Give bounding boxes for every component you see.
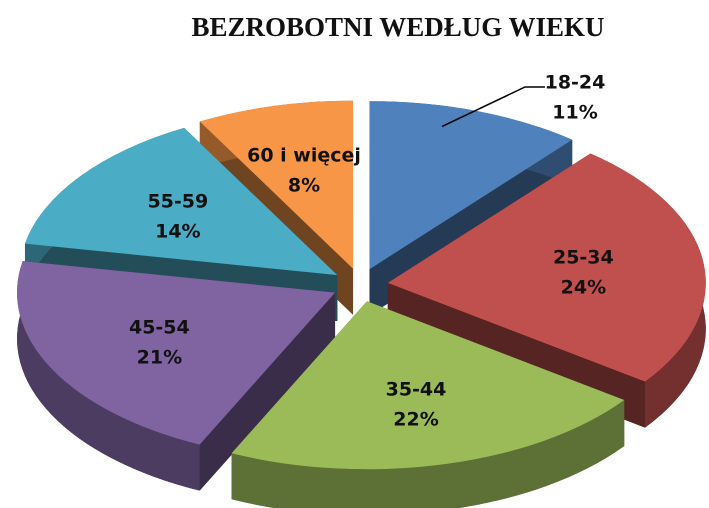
slice-top [387,153,706,382]
slice-top [24,127,338,276]
slice-side [199,292,336,491]
pie-slice [17,261,336,491]
data-label-category: 45-54 [129,316,190,338]
slice-top [199,100,354,269]
pie-slice [24,127,338,322]
data-label-category: 18-24 [545,72,606,94]
chart-title: BEZROBOTNI WEDŁUG WIEKU [191,12,604,42]
data-label-category: 35-44 [386,379,447,401]
data-label-value: 14% [155,220,200,242]
data-label-category: 60 i więcej [247,144,361,166]
data-label-category: 25-34 [553,246,614,268]
slice-wall [17,261,200,491]
slice-top [17,261,336,445]
data-label-category: 55-59 [147,190,208,212]
data-label-value: 21% [137,346,182,368]
slice-top [231,301,625,470]
pie-slice [387,153,706,428]
data-label-value: 8% [288,174,320,196]
data-label-value: 22% [393,409,438,431]
slice-top [369,101,573,270]
pie-slice [231,301,625,508]
leader-line [441,86,545,128]
data-label-value: 24% [561,276,606,298]
data-label-value: 11% [552,102,597,124]
slice-wall [231,400,625,508]
